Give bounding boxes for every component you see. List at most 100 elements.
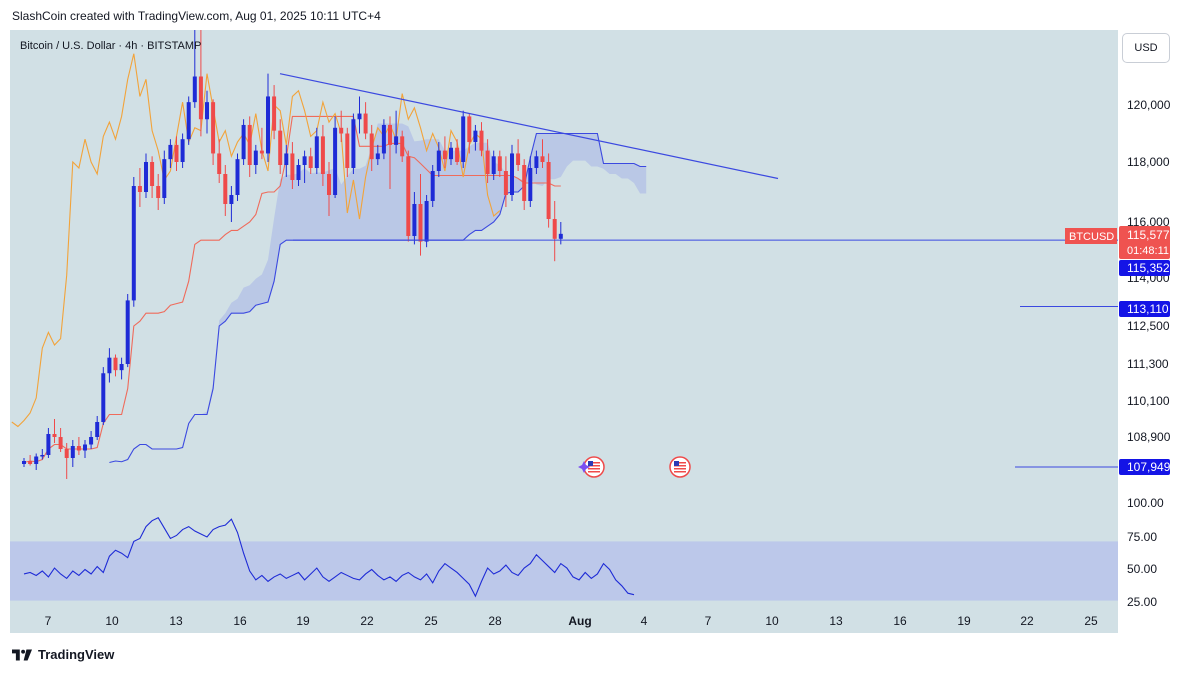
candle-body [70, 446, 75, 458]
candle-body [186, 102, 191, 140]
candle-body [28, 461, 33, 464]
rsi-band [10, 541, 1118, 601]
candle-body [22, 461, 26, 464]
candle-body [253, 150, 258, 165]
price-tick-label: 108,900 [1127, 430, 1171, 444]
candle-body [540, 156, 545, 162]
candle-body [205, 102, 209, 120]
candle-body [497, 156, 502, 171]
candle-body [113, 357, 118, 371]
candle-body [314, 136, 319, 168]
price-tick-label: 118,000 [1127, 155, 1170, 169]
level-tag-value: 115,352 [1127, 261, 1170, 275]
candle-body [223, 174, 228, 204]
candle-body [259, 150, 264, 154]
candle-body [174, 144, 179, 162]
candle-body [211, 102, 216, 154]
candle-body [46, 434, 51, 455]
candle-body [546, 162, 551, 219]
candle-body [144, 162, 148, 192]
candle-body [156, 186, 161, 198]
candle-body [290, 153, 295, 180]
lagging-line [11, 53, 501, 428]
rsi-tick-label: 25.00 [1127, 595, 1157, 609]
candle-body [436, 150, 441, 171]
footer-brand: TradingView [38, 647, 115, 662]
level-tag-value: 113,110 [1127, 302, 1169, 316]
candle-body [467, 116, 472, 143]
candle-body [95, 422, 100, 437]
candle-body [320, 136, 325, 174]
candle-body [424, 201, 429, 242]
candle-body [150, 162, 155, 186]
candle-body [430, 171, 435, 201]
candle-body [241, 124, 246, 160]
candle-body [400, 136, 405, 157]
candle-body [516, 153, 521, 165]
candle-body [107, 357, 112, 374]
candle-body [34, 456, 39, 464]
candle-body [64, 449, 69, 458]
flag-stripe [588, 462, 600, 464]
candle-body [125, 300, 130, 364]
candle-body [381, 124, 386, 154]
rsi-tick-label: 50.00 [1127, 562, 1157, 576]
tradingview-footer: TradingView [12, 647, 114, 662]
candle-body [394, 136, 399, 145]
candle-body [168, 144, 173, 160]
candle-body [522, 165, 527, 201]
price-tick-label: 120,000 [1127, 98, 1171, 112]
tradingview-logo-icon [12, 648, 32, 661]
chart-area[interactable] [10, 30, 1118, 633]
candle-body [52, 434, 57, 437]
level-tag-bg [1119, 301, 1170, 317]
candle-body [119, 364, 124, 371]
candle-body [198, 76, 203, 120]
price-tick-label: 110,100 [1127, 394, 1170, 408]
candle-body [217, 153, 222, 174]
currency-button[interactable]: USD [1122, 33, 1170, 63]
ichimoku-cloud [109, 123, 647, 463]
candle-body [455, 147, 460, 162]
candle-body [375, 153, 380, 160]
candle-body [485, 150, 490, 174]
symbol-label: Bitcoin / U.S. Dollar · 4h · BITSTAMP [20, 40, 202, 52]
flag-stripe [674, 468, 686, 470]
price-tick-label: 116,000 [1127, 215, 1170, 229]
candle-body [503, 171, 508, 195]
candle-body [266, 96, 270, 154]
candle-body [473, 130, 478, 143]
rsi-tick-label: 100.00 [1127, 496, 1164, 510]
candle-body [89, 437, 94, 445]
candle-body [229, 195, 234, 204]
flag-stripe [588, 471, 600, 473]
candle-body [278, 130, 283, 165]
candle-body [302, 156, 307, 165]
candle-body [528, 168, 533, 201]
candle-body [345, 133, 350, 168]
candle-body [296, 165, 301, 180]
candle-body [461, 116, 466, 162]
candle-body [180, 139, 185, 162]
candle-body [351, 119, 356, 168]
candle-body [192, 76, 197, 103]
last-price-countdown: 01:48:11 [1127, 245, 1169, 257]
candle-body [388, 124, 392, 145]
candle-body [58, 437, 63, 449]
candle-body [308, 156, 313, 168]
flag-stripe [674, 462, 686, 464]
candle-body [369, 133, 374, 160]
candle-body [339, 127, 344, 134]
level-tag-bg [1119, 260, 1170, 276]
kijun-line [23, 115, 561, 464]
candle-body [272, 96, 277, 131]
candle-body [247, 124, 252, 165]
candle-body [406, 156, 411, 236]
candle-body [162, 159, 167, 198]
candle-body [40, 455, 45, 457]
candle-body [137, 186, 142, 192]
candle-body [552, 219, 557, 239]
price-chart-svg[interactable] [10, 30, 1118, 633]
candle-body [558, 233, 563, 239]
candle-body [284, 153, 289, 165]
